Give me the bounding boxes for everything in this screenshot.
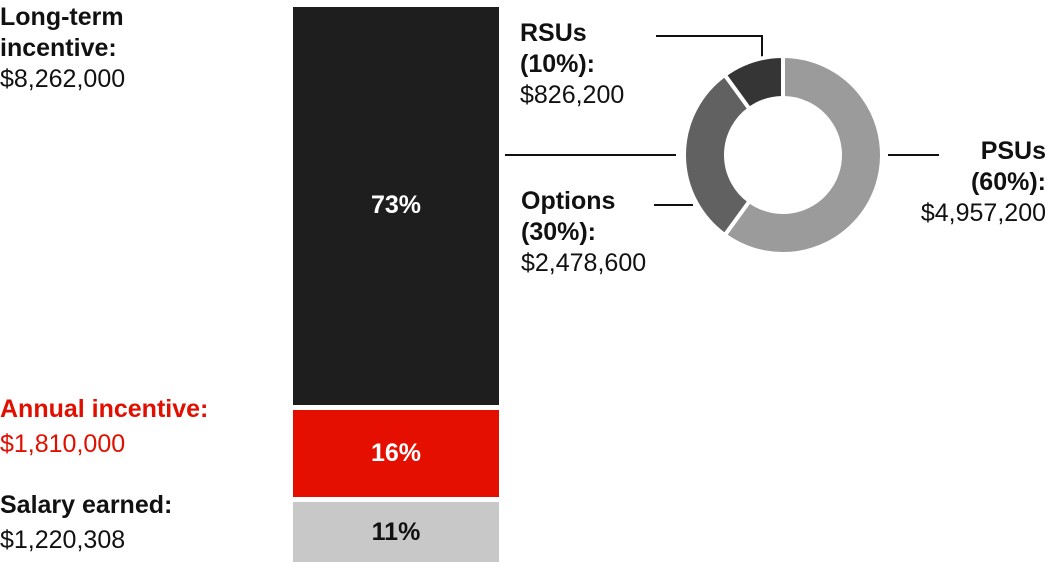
label-title: Salary earned: [0,491,173,519]
bar-segment-annual-incentive: 16% [293,409,499,498]
label-amount: $8,262,000 [0,65,126,93]
label-annual-incentive: Annual incentive: $1,810,000 [0,394,290,460]
label-amount: $2,478,600 [521,249,647,277]
label-salary-earned: Salary earned: $1,220,308 [0,490,290,556]
donut-slice-rsus [722,53,785,112]
label-amount: $826,200 [520,81,625,109]
bar-segment-percent-label: 73% [370,191,422,220]
label-title: RSUs [520,19,587,47]
bar-segment-salary-earned: 11% [293,502,499,562]
label-amount: $4,957,200 [920,199,1046,227]
donut-slice-options [682,72,753,238]
label-psus: PSUs (60%): $4,957,200 [880,136,1046,229]
label-percent: (60%): [970,168,1046,196]
label-title: Annual incentive: [0,395,209,423]
label-amount: $1,220,308 [0,526,126,554]
label-amount: $1,810,000 [0,430,126,458]
label-title: PSUs [980,137,1046,165]
label-percent: (10%): [520,50,596,78]
donut-slice-psus [722,53,884,256]
bar-segment-percent-label: 16% [370,438,422,467]
label-title: Options [521,187,616,215]
label-rsus: RSUs (10%): $826,200 [520,18,624,111]
label-options: Options (30%): $2,478,600 [521,186,646,279]
label-long-term-incentive: Long-term incentive: $8,262,000 [0,2,240,95]
bar-segment-long-term-incentive: 73% [293,7,499,405]
label-title: Long-term incentive: [0,3,124,62]
bar-segment-percent-label: 11% [371,517,421,546]
label-percent: (30%): [521,218,597,246]
